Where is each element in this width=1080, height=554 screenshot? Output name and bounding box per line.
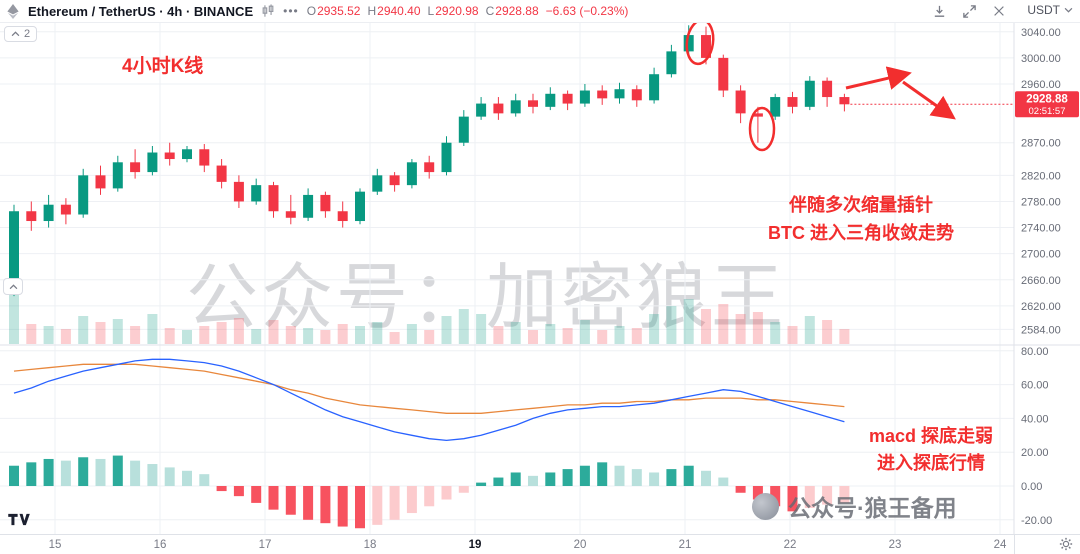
legend-collapsed-pill[interactable]: 2 xyxy=(4,26,38,42)
svg-text:2820.00: 2820.00 xyxy=(1021,170,1061,182)
gear-icon[interactable] xyxy=(1059,537,1073,554)
macd-histogram-layer xyxy=(9,455,850,529)
chevron-down-icon xyxy=(1064,7,1073,13)
close-button[interactable] xyxy=(992,4,1006,18)
low-value: 2920.98 xyxy=(435,4,479,18)
time-label: 23 xyxy=(888,539,902,551)
center-watermark: 公众号：加密狼王 xyxy=(186,258,787,338)
chevron-up-icon xyxy=(11,31,20,37)
currency-dropdown[interactable]: USDT xyxy=(1027,3,1073,17)
corner-watermark: 公众号·狼王备用 xyxy=(752,489,957,523)
svg-text:60.00: 60.00 xyxy=(1021,380,1049,392)
svg-text:2960.00: 2960.00 xyxy=(1021,79,1061,91)
tradingview-logo[interactable] xyxy=(8,512,31,532)
svg-text:2700.00: 2700.00 xyxy=(1021,249,1061,261)
open-label: O xyxy=(306,4,317,18)
annotation-pin-note[interactable]: 伴随多次缩量插针 BTC 进入三角收敛走势 xyxy=(746,191,976,247)
svg-text:2620.00: 2620.00 xyxy=(1021,301,1061,313)
header-actions xyxy=(932,4,1006,19)
time-label: 19 xyxy=(468,539,482,551)
svg-text:0.00: 0.00 xyxy=(1021,481,1042,493)
time-label: 17 xyxy=(258,539,272,551)
wolf-logo-icon xyxy=(752,492,779,520)
time-axis[interactable]: 15 16 17 18 19 20 21 22 23 24 xyxy=(0,534,1080,554)
corner-watermark-text: 公众号·狼王备用 xyxy=(788,495,957,521)
circle-bottom-wick xyxy=(748,106,776,152)
svg-text:40.00: 40.00 xyxy=(1021,413,1049,425)
svg-text:-20.00: -20.00 xyxy=(1021,515,1052,527)
volume-layer xyxy=(9,289,850,344)
svg-text:80.00: 80.00 xyxy=(1021,346,1049,358)
close-label: C xyxy=(485,4,495,18)
time-label: 20 xyxy=(573,539,587,551)
ohlc-readout: O2935.52 H2940.40 L2920.98 C2928.88 −6.6… xyxy=(307,4,629,18)
fullscreen-button[interactable] xyxy=(962,4,977,19)
collapsed-count: 2 xyxy=(24,28,31,40)
svg-text:02:51:57: 02:51:57 xyxy=(1029,106,1066,117)
svg-text:2928.88: 2928.88 xyxy=(1026,93,1068,105)
svg-text:20.00: 20.00 xyxy=(1021,447,1049,459)
annotation-macd-line2: 进入探底行情 xyxy=(877,453,985,473)
svg-text:2660.00: 2660.00 xyxy=(1021,275,1061,287)
symbol-title[interactable]: Ethereum / TetherUS · 4h · BINANCE xyxy=(28,3,254,19)
close-value: 2928.88 xyxy=(495,4,539,18)
annotation-pin-line1: 伴随多次缩量插针 xyxy=(789,195,933,215)
oscillator-lines-layer xyxy=(13,358,845,442)
svg-text:2870.00: 2870.00 xyxy=(1021,138,1061,150)
ethereum-icon xyxy=(6,3,20,19)
svg-text:3000.00: 3000.00 xyxy=(1021,53,1061,65)
time-label: 21 xyxy=(678,539,692,551)
time-label: 15 xyxy=(48,539,62,551)
svg-text:2584.00: 2584.00 xyxy=(1021,324,1061,336)
download-button[interactable] xyxy=(932,4,947,19)
chart-style-icon[interactable] xyxy=(261,4,275,18)
low-label: L xyxy=(427,4,435,18)
chevron-up-icon xyxy=(9,283,17,289)
high-label: H xyxy=(367,4,377,18)
svg-text:3040.00: 3040.00 xyxy=(1021,27,1061,39)
annotation-macd-line1: macd 探底走弱 xyxy=(868,426,994,446)
trend-arrow-right xyxy=(845,66,912,90)
candles-layer xyxy=(9,25,850,297)
trend-arrow-down xyxy=(902,80,956,120)
annotation-kline-note[interactable]: 4小时K线 xyxy=(122,56,204,77)
pane-legend-collapsed-button[interactable] xyxy=(3,278,23,295)
annotation-pin-line2: BTC 进入三角收敛走势 xyxy=(768,223,954,243)
more-options-button[interactable]: ••• xyxy=(283,4,299,18)
svg-text:2780.00: 2780.00 xyxy=(1021,196,1061,208)
currency-label: USDT xyxy=(1027,3,1060,17)
open-value: 2935.52 xyxy=(317,4,361,18)
time-label: 24 xyxy=(993,539,1007,551)
svg-text:2740.00: 2740.00 xyxy=(1021,223,1061,235)
time-label: 22 xyxy=(783,539,797,551)
annotation-macd-note[interactable]: macd 探底走弱 进入探底行情 xyxy=(843,423,1019,477)
change-value: −6.63 (−0.23%) xyxy=(545,4,629,18)
time-label: 16 xyxy=(153,539,167,551)
time-label: 18 xyxy=(363,539,377,551)
chart-header: Ethereum / TetherUS · 4h · BINANCE ••• O… xyxy=(0,0,1080,23)
high-value: 2940.40 xyxy=(377,4,421,18)
price-axis-labels: 3040.00 3000.00 2960.00 2870.00 2820.00 2780.… xyxy=(1021,27,1061,527)
